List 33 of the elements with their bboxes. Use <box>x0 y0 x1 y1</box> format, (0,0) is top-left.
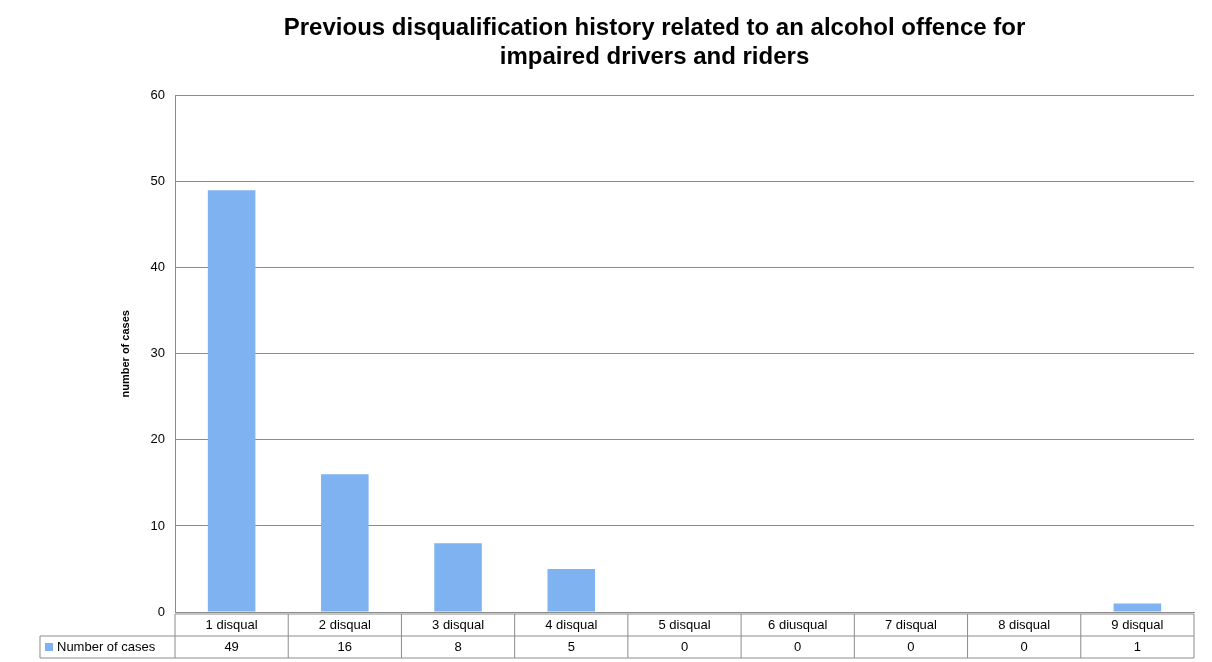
bar <box>207 190 256 612</box>
x-tick-label: 9 disqual <box>1111 616 1164 632</box>
y-tick-label: 10 <box>150 517 165 533</box>
x-tick-label: 7 disqual <box>884 616 938 632</box>
x-tick-label: 8 disqual <box>998 616 1051 632</box>
data-label: 49 <box>224 638 239 654</box>
y-axis-title: number of cases <box>118 310 131 398</box>
x-tick-label: 6 diusqual <box>768 616 828 632</box>
y-tick-label: 30 <box>150 345 165 361</box>
y-tick-label: 0 <box>157 603 165 619</box>
x-tick-label: 1 disqual <box>205 616 258 632</box>
legend-label: Number of cases <box>57 638 156 654</box>
data-label: 1 <box>1133 638 1142 654</box>
y-tick-label: 20 <box>150 431 165 447</box>
data-label: 8 <box>454 638 462 654</box>
data-label: 16 <box>337 638 353 654</box>
data-label: 0 <box>1020 638 1028 654</box>
x-tick-label: 3 disqual <box>432 616 485 632</box>
data-label: 0 <box>794 638 802 654</box>
data-label: 5 <box>567 638 575 654</box>
x-tick-label: 5 disqual <box>658 616 711 632</box>
y-tick-label: 60 <box>150 87 165 103</box>
bar <box>1113 603 1162 612</box>
data-label: 0 <box>907 638 915 654</box>
y-tick-label: 40 <box>150 259 165 275</box>
chart-title: Previous disqualification history related to an alcohol offence for impaired drivers and riders <box>283 13 1026 69</box>
bar <box>434 543 482 612</box>
bar <box>321 474 369 612</box>
y-tick-label: 50 <box>150 173 165 189</box>
x-tick-label: 4 disqual <box>545 616 598 632</box>
x-tick-label: 2 disqual <box>318 616 371 632</box>
bar <box>547 568 596 612</box>
data-label: 0 <box>680 638 689 654</box>
